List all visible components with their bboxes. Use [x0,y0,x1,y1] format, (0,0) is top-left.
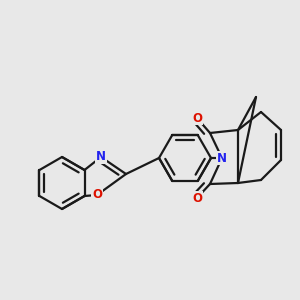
Text: O: O [192,191,202,205]
Text: O: O [92,188,102,202]
Text: O: O [192,112,202,124]
Text: N: N [217,152,227,164]
Text: N: N [96,151,106,164]
